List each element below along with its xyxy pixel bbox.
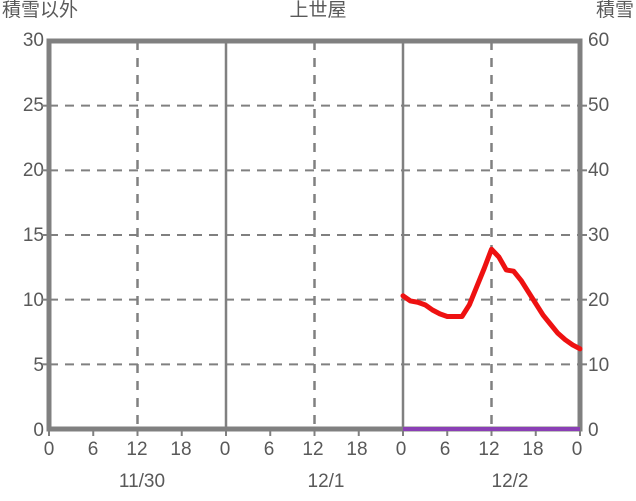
- x-axis-hour-tick-10: 12: [478, 439, 500, 460]
- vertical-gridlines: [136, 41, 493, 429]
- x-axis-hour-tick-5: 6: [263, 439, 275, 460]
- right-axis-title: 積雪: [595, 0, 634, 21]
- x-axis-date-label-2: 12/1: [307, 471, 345, 492]
- x-axis-hour-tick-0: 0: [43, 439, 55, 460]
- left-axis-tick-5: 5: [33, 355, 44, 376]
- right-axis-tick-10: 10: [588, 355, 610, 376]
- x-axis-hour-tick-2: 12: [126, 439, 148, 460]
- x-axis-hour-tick-9: 6: [439, 439, 451, 460]
- left-axis-tick-25: 25: [22, 95, 44, 116]
- right-axis-tick-30: 30: [588, 225, 610, 246]
- x-axis-date-label-3: 12/2: [491, 471, 529, 492]
- series-line-snow-other: [400, 246, 583, 352]
- right-axis-tick-20: 20: [588, 290, 610, 311]
- right-axis-tick-0: 0: [588, 420, 599, 441]
- x-axis-date-label-1: 11/30: [118, 471, 166, 492]
- plot-frame: [46, 38, 583, 432]
- left-axis-tick-20: 20: [22, 160, 44, 181]
- left-axis-tick-15: 15: [22, 225, 44, 246]
- left-axis-title: 積雪以外: [2, 0, 79, 21]
- left-axis-tick-30: 30: [22, 30, 44, 51]
- x-axis-hour-tick-7: 18: [346, 439, 368, 460]
- left-axis-tick-0: 0: [33, 420, 44, 441]
- x-axis-hour-tick-3: 18: [170, 439, 192, 460]
- axis-tick-marks: [42, 104, 587, 436]
- right-axis-tick-50: 50: [588, 95, 610, 116]
- x-axis-hour-tick-4: 0: [219, 439, 231, 460]
- left-axis-tick-10: 10: [22, 290, 44, 311]
- x-axis-hour-tick-11: 18: [522, 439, 544, 460]
- x-axis-hour-tick-8: 0: [395, 439, 407, 460]
- x-axis-hour-tick-6: 12: [302, 439, 324, 460]
- right-axis-tick-40: 40: [588, 160, 610, 181]
- x-axis-hour-tick-1: 6: [87, 439, 99, 460]
- right-axis-tick-60: 60: [588, 30, 610, 51]
- x-axis-hour-tick-12: 0: [571, 439, 583, 460]
- chart-title: 上世屋: [289, 0, 347, 21]
